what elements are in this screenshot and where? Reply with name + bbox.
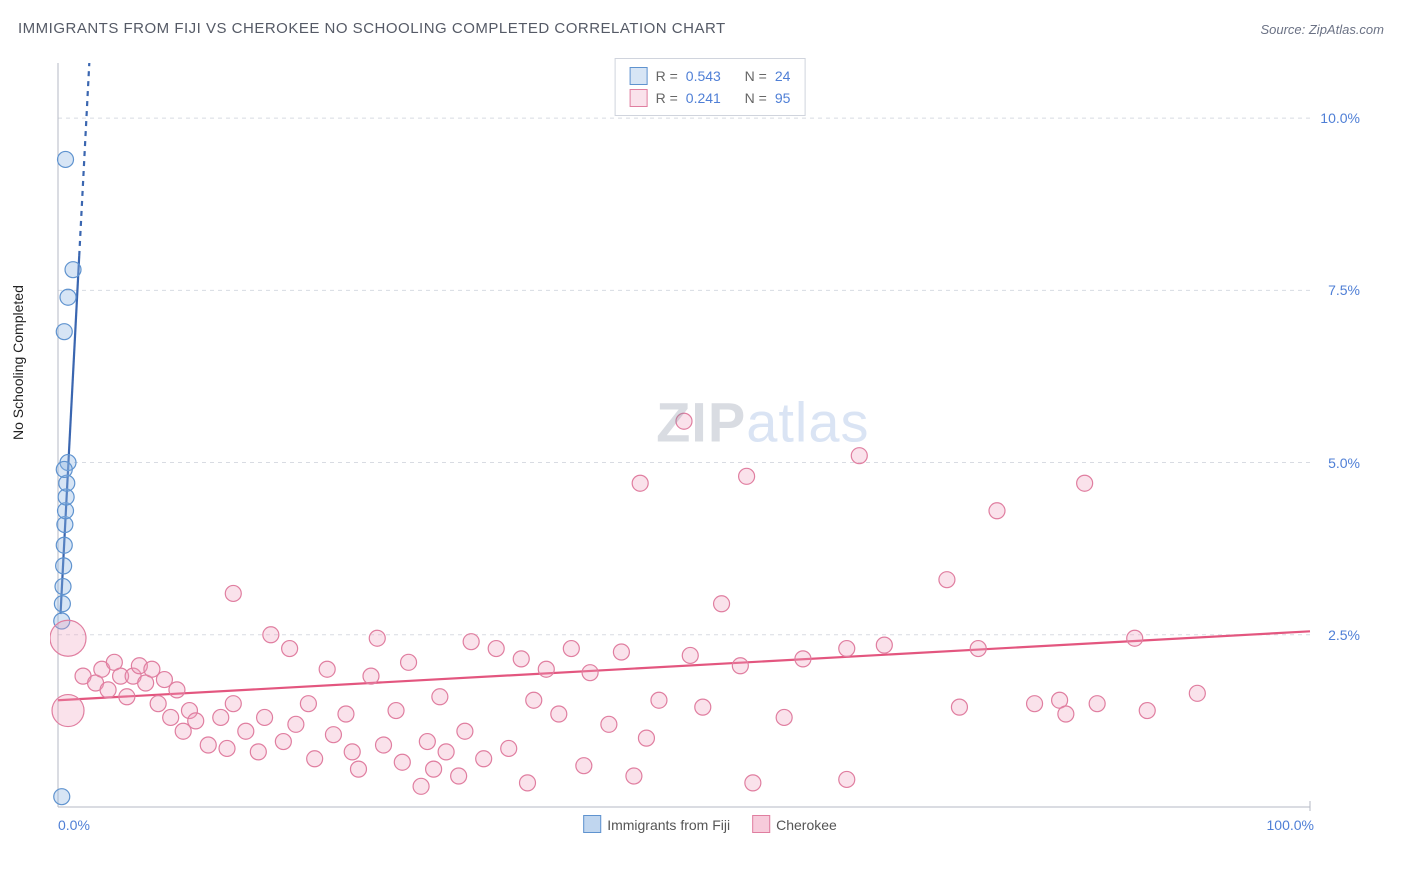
y-tick-label: 10.0%: [1320, 110, 1360, 126]
x-tick-label: 100.0%: [1267, 817, 1314, 833]
source-link[interactable]: ZipAtlas.com: [1309, 22, 1384, 37]
legend-item: Immigrants from Fiji: [583, 815, 730, 833]
correlation-legend: R = 0.543 N = 24R = 0.241 N = 95: [615, 58, 806, 116]
watermark: ZIPatlas: [656, 389, 869, 454]
source-attribution: Source: ZipAtlas.com: [1260, 22, 1384, 37]
y-tick-label: 2.5%: [1328, 627, 1360, 643]
watermark-bold: ZIP: [656, 390, 746, 453]
y-tick-label: 5.0%: [1328, 455, 1360, 471]
legend-row-cherokee: R = 0.241 N = 95: [630, 87, 791, 109]
legend-row-fiji: R = 0.543 N = 24: [630, 65, 791, 87]
legend-item: Cherokee: [752, 815, 837, 833]
y-axis-label: No Schooling Completed: [10, 285, 26, 440]
y-tick-label: 7.5%: [1328, 282, 1360, 298]
source-prefix: Source:: [1260, 22, 1308, 37]
chart-area: R = 0.543 N = 24R = 0.241 N = 95 ZIPatla…: [50, 55, 1370, 835]
x-tick-label: 0.0%: [58, 817, 90, 833]
watermark-light: atlas: [746, 390, 869, 453]
chart-title: IMMIGRANTS FROM FIJI VS CHEROKEE NO SCHO…: [18, 20, 726, 37]
series-legend: Immigrants from Fiji Cherokee: [583, 815, 837, 833]
